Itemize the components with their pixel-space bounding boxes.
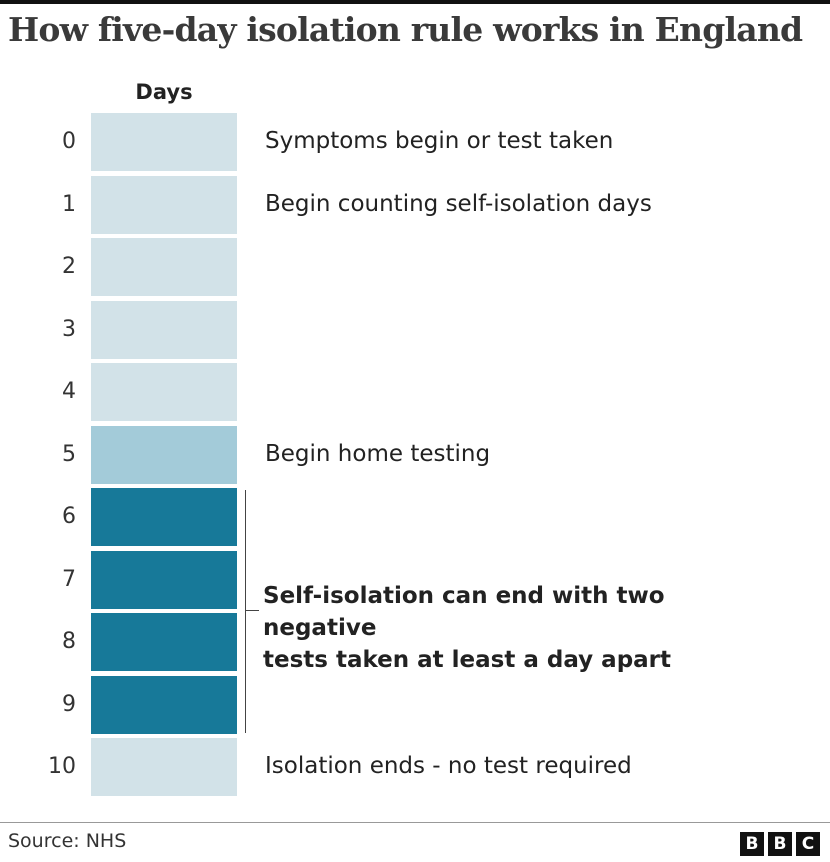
day-number: 7 xyxy=(62,567,76,592)
source-text: Source: NHS xyxy=(8,830,127,852)
footer-rule xyxy=(0,822,830,823)
day-label: Begin home testing xyxy=(265,441,491,467)
day-box xyxy=(91,738,237,796)
top-rule xyxy=(0,0,830,4)
day-box xyxy=(91,676,237,734)
day-box xyxy=(91,551,237,609)
day-number: 8 xyxy=(62,629,76,654)
day-box xyxy=(91,613,237,671)
bracket-label-line-1: Self-isolation can end with two negative xyxy=(263,583,665,641)
day-box xyxy=(91,426,237,484)
bbc-logo: B B C xyxy=(740,832,820,856)
bbc-logo-letter: B xyxy=(740,832,764,856)
day-box xyxy=(91,238,237,296)
day-number: 5 xyxy=(62,442,76,467)
day-box xyxy=(91,363,237,421)
day-label: Isolation ends - no test required xyxy=(265,753,632,779)
day-label: Symptoms begin or test taken xyxy=(265,128,614,154)
day-number: 1 xyxy=(62,192,76,217)
day-box xyxy=(91,113,237,171)
bracket-label: Self-isolation can end with two negative… xyxy=(263,580,783,676)
days-column-header: Days xyxy=(135,80,193,104)
day-number: 6 xyxy=(62,504,76,529)
day-label: Begin counting self-isolation days xyxy=(265,191,652,217)
bracket-label-line-2: tests taken at least a day apart xyxy=(263,647,672,673)
day-box xyxy=(91,488,237,546)
day-box xyxy=(91,301,237,359)
day-number: 4 xyxy=(62,379,76,404)
day-number: 3 xyxy=(62,317,76,342)
bracket-line xyxy=(245,490,246,733)
day-number: 0 xyxy=(62,129,76,154)
chart-title: How five-day isolation rule works in Eng… xyxy=(8,10,803,49)
day-number: 10 xyxy=(48,754,76,779)
day-number: 9 xyxy=(62,692,76,717)
bbc-logo-letter: B xyxy=(768,832,792,856)
bracket-tick xyxy=(245,610,259,611)
bbc-logo-letter: C xyxy=(796,832,820,856)
day-number: 2 xyxy=(62,254,76,279)
day-box xyxy=(91,176,237,234)
